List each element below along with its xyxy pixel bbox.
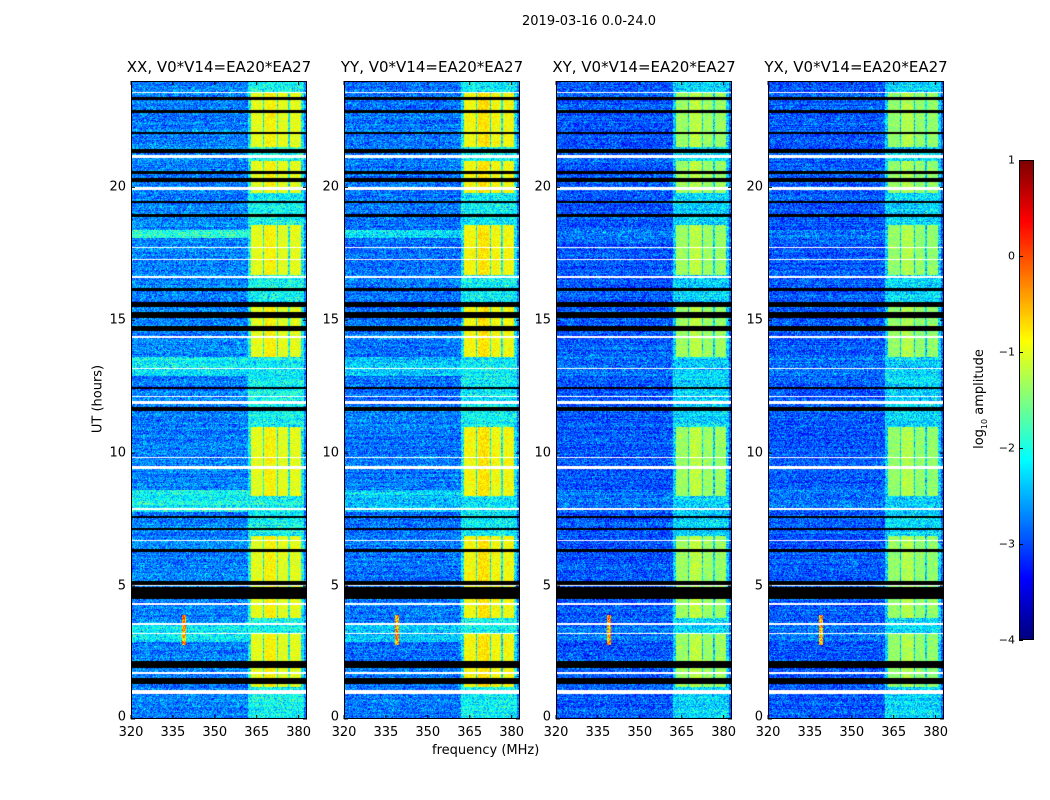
y-tick-label: 15 [322, 312, 339, 328]
panel-title: YX, V0*V14=EA20*EA27 [764, 58, 948, 76]
colorbar-tick-label: 0 [1008, 249, 1015, 263]
axes-frame [555, 81, 732, 720]
axes-frame [130, 81, 307, 720]
y-tick-label: 5 [117, 578, 126, 594]
colorbar-tick-mark [1019, 160, 1023, 161]
x-tick-label: 350 [839, 725, 865, 740]
y-tick-label: 15 [746, 312, 763, 328]
y-tick-label: 10 [109, 445, 126, 461]
colorbar-tick-mark [1019, 448, 1023, 449]
colorbar-label: log10 amplitude [972, 349, 992, 449]
x-tick-label: 335 [585, 725, 611, 740]
x-tick-label: 335 [373, 725, 399, 740]
y-tick-label: 20 [109, 179, 126, 195]
x-tick-label: 320 [755, 725, 781, 740]
colorbar-tick-mark [1019, 256, 1023, 257]
waterfall-heatmap [344, 81, 520, 719]
y-tick-label: 5 [330, 578, 339, 594]
y-tick-label: 0 [754, 709, 763, 725]
waterfall-panel [130, 81, 307, 720]
waterfall-heatmap [768, 81, 944, 719]
y-tick-label: 10 [746, 445, 763, 461]
panel-title: XX, V0*V14=EA20*EA27 [126, 58, 312, 76]
x-tick-label: 335 [797, 725, 823, 740]
colorbar-tick-mark [1019, 640, 1023, 641]
colorbar-label-prefix: log [972, 429, 988, 449]
colorbar-gradient [1020, 161, 1033, 639]
colorbar-tick-label: −4 [998, 633, 1015, 647]
x-tick-label: 320 [118, 725, 144, 740]
colorbar [1019, 160, 1034, 640]
x-tick-label: 380 [923, 725, 949, 740]
y-tick-label: 0 [542, 709, 551, 725]
colorbar-label-suffix: amplitude [972, 349, 988, 419]
y-tick-label: 0 [330, 709, 339, 725]
x-tick-label: 380 [286, 725, 312, 740]
x-tick-label: 350 [627, 725, 653, 740]
x-axis-label: frequency (MHz) [432, 743, 540, 758]
x-tick-label: 350 [415, 725, 441, 740]
y-tick-label: 15 [109, 312, 126, 328]
colorbar-tick-label: −2 [998, 441, 1015, 455]
waterfall-panel [555, 81, 732, 720]
waterfall-heatmap [131, 81, 307, 719]
y-tick-label: 15 [534, 312, 551, 328]
waterfall-panel [767, 81, 944, 720]
x-tick-label: 350 [202, 725, 228, 740]
panel-title: XY, V0*V14=EA20*EA27 [552, 58, 736, 76]
x-tick-label: 365 [881, 725, 907, 740]
x-tick-label: 380 [711, 725, 737, 740]
figure-suptitle: 2019-03-16 0.0-24.0 [522, 14, 656, 29]
x-tick-label: 335 [160, 725, 186, 740]
y-tick-label: 5 [542, 578, 551, 594]
waterfall-heatmap [556, 81, 732, 719]
colorbar-tick-mark [1019, 352, 1023, 353]
y-axis-label: UT (hours) [90, 364, 106, 434]
y-tick-label: 5 [754, 578, 763, 594]
y-tick-label: 20 [534, 179, 551, 195]
axes-frame [343, 81, 520, 720]
colorbar-tick-label: −1 [998, 345, 1015, 359]
y-tick-label: 10 [534, 445, 551, 461]
x-tick-label: 320 [331, 725, 357, 740]
y-tick-label: 20 [322, 179, 339, 195]
colorbar-tick-label: 1 [1008, 153, 1015, 167]
colorbar-label-sub: 10 [979, 418, 989, 430]
colorbar-tick-mark [1019, 544, 1023, 545]
x-tick-label: 380 [499, 725, 525, 740]
x-tick-label: 365 [669, 725, 695, 740]
y-tick-label: 10 [322, 445, 339, 461]
colorbar-tick-label: −3 [998, 537, 1015, 551]
axes-frame [767, 81, 944, 720]
y-tick-label: 0 [117, 709, 126, 725]
y-tick-label: 20 [746, 179, 763, 195]
x-tick-label: 320 [543, 725, 569, 740]
waterfall-panel [343, 81, 520, 720]
x-tick-label: 365 [457, 725, 483, 740]
x-tick-label: 365 [244, 725, 270, 740]
panel-title: YY, V0*V14=EA20*EA27 [340, 58, 524, 76]
